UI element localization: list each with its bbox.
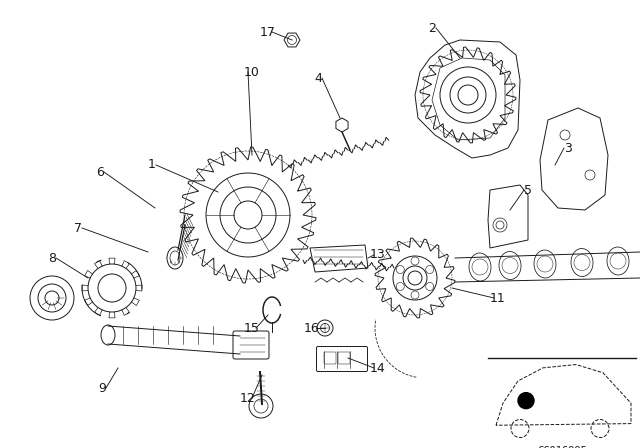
Text: 12: 12 (240, 392, 256, 405)
Text: 8: 8 (48, 251, 56, 264)
Text: 15: 15 (244, 322, 260, 335)
Text: 4: 4 (314, 72, 322, 85)
Text: 5: 5 (524, 184, 532, 197)
Text: 6: 6 (96, 165, 104, 178)
Text: 9: 9 (98, 382, 106, 395)
Text: 11: 11 (490, 292, 506, 305)
Text: 2: 2 (428, 22, 436, 34)
Text: 7: 7 (74, 221, 82, 234)
Text: CC016995: CC016995 (537, 446, 587, 448)
Text: 10: 10 (244, 65, 260, 78)
Text: 1: 1 (148, 159, 156, 172)
Text: 3: 3 (564, 142, 572, 155)
Circle shape (518, 392, 534, 409)
Text: 17: 17 (260, 26, 276, 39)
Text: 14: 14 (370, 362, 386, 375)
Text: 13: 13 (370, 249, 386, 262)
Text: 16: 16 (304, 322, 320, 335)
